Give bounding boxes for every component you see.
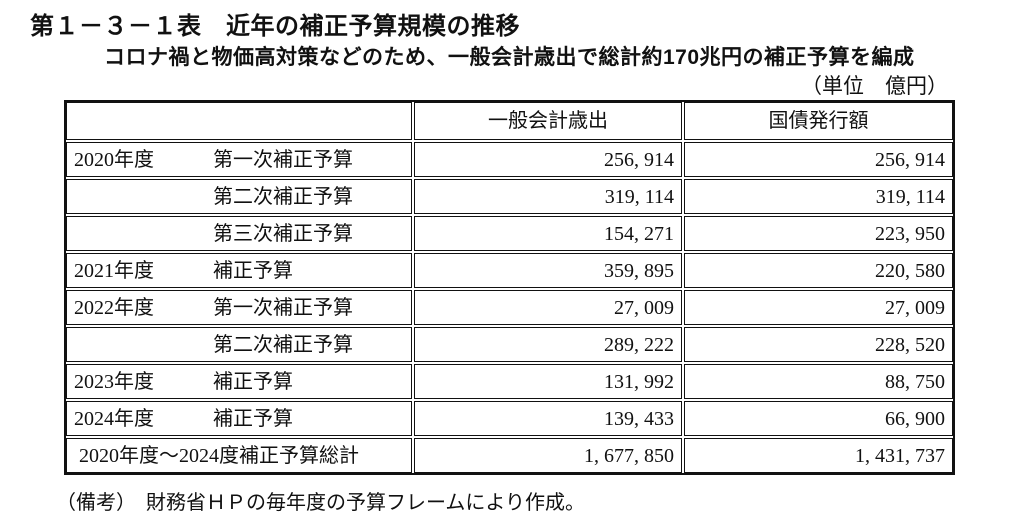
row-label-cell: 2020年度 第一次補正予算 [66,142,412,177]
total-row-label-cell: 2020年度～2024度補正予算総計 [66,438,412,473]
row-label-cell: 第二次補正予算 [66,327,412,362]
general-account-cell: 27, 009 [414,290,682,325]
unit-note: （単位 億円） [801,74,948,98]
row-name: 補正予算 [213,407,293,430]
bond-issuance-cell: 256, 914 [684,142,953,177]
row-name: 第一次補正予算 [213,296,353,319]
bond-issuance-cell: 88, 750 [684,364,953,399]
source-note: （備考） 財務省ＨＰの毎年度の予算フレームにより作成。 [56,492,585,514]
total-general-account-cell: 1, 677, 850 [414,438,682,473]
row-name: 補正予算 [213,259,293,282]
row-name: 第二次補正予算 [213,333,353,356]
row-year: 2022年度 [74,296,154,319]
general-account-cell: 359, 895 [414,253,682,288]
bond-issuance-cell: 228, 520 [684,327,953,362]
row-label-cell: 2023年度 補正予算 [66,364,412,399]
row-year: 2024年度 [74,407,154,430]
general-account-cell: 319, 114 [414,179,682,214]
bond-issuance-cell: 66, 900 [684,401,953,436]
total-row-name: 2020年度～2024度補正予算総計 [79,444,359,467]
general-account-cell: 154, 271 [414,216,682,251]
row-name: 第三次補正予算 [213,222,353,245]
general-account-cell: 131, 992 [414,364,682,399]
page-subtitle: コロナ禍と物価高対策などのため、一般会計歳出で総計約170兆円の補正予算を編成 [104,46,915,69]
page-title: 第１－３－１表 近年の補正予算規模の推移 [30,13,520,40]
row-label-cell: 第二次補正予算 [66,179,412,214]
table-header-general-account: 一般会計歳出 [414,102,682,140]
row-label-cell: 第三次補正予算 [66,216,412,251]
row-name: 第一次補正予算 [213,148,353,171]
row-year: 2021年度 [74,259,154,282]
table-header-bond-issuance: 国債発行額 [684,102,953,140]
budget-table: 一般会計歳出 国債発行額 2020年度 第一次補正予算 256, 914 256… [64,100,955,475]
row-label-cell: 2021年度 補正予算 [66,253,412,288]
row-year: 2023年度 [74,370,154,393]
bond-issuance-cell: 27, 009 [684,290,953,325]
bond-issuance-cell: 319, 114 [684,179,953,214]
general-account-cell: 139, 433 [414,401,682,436]
general-account-cell: 289, 222 [414,327,682,362]
row-name: 補正予算 [213,370,293,393]
total-bond-issuance-cell: 1, 431, 737 [684,438,953,473]
general-account-cell: 256, 914 [414,142,682,177]
row-label-cell: 2024年度 補正予算 [66,401,412,436]
bond-issuance-cell: 223, 950 [684,216,953,251]
row-year: 2020年度 [74,148,154,171]
row-label-cell: 2022年度 第一次補正予算 [66,290,412,325]
table-header-empty [66,102,412,140]
row-name: 第二次補正予算 [213,185,353,208]
bond-issuance-cell: 220, 580 [684,253,953,288]
